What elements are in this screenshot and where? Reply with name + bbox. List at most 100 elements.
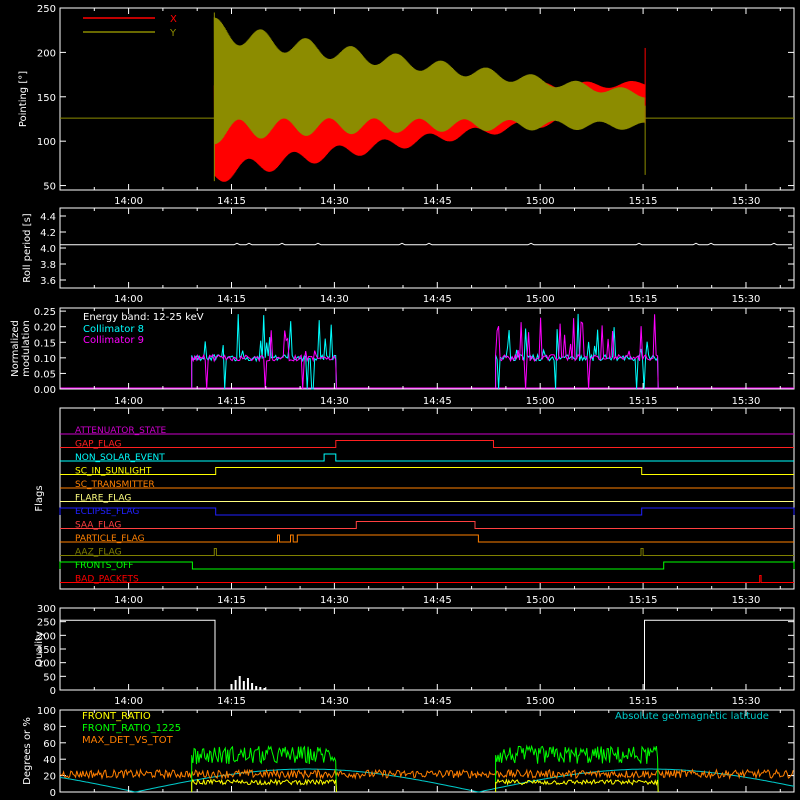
quality-x-tick-label: 15:15 [629, 696, 658, 707]
y-tick-label: 20 [43, 772, 56, 783]
flag-label-attenuator-state: ATTENUATOR_STATE [75, 426, 167, 436]
roll-period-y-axis-label: Roll period [s] [22, 213, 33, 282]
pointing-x-tick-label: 14:45 [423, 196, 452, 207]
ratios-y-axis-label: Degrees or % [22, 717, 33, 785]
collimator9-trace [495, 314, 659, 390]
y-tick-label: 80 [43, 722, 56, 733]
modulation-y-axis-label-line2: modulation [21, 320, 32, 377]
ratios-frame [59, 709, 795, 793]
geomag-latitude-trace [59, 768, 795, 793]
flag-label-particle-flag: PARTICLE_FLAG [75, 534, 145, 544]
y-tick-label: 0.15 [34, 338, 56, 349]
flag-label-sc-in-sunlight: SC_IN_SUNLIGHT [75, 467, 152, 477]
quality-panel: 0 50 100 150 200 250 300 Quality 14:00 14:15 14:30… [34, 604, 795, 707]
energy-band-annotation: Energy band: 12-25 keV [83, 312, 204, 323]
y-tick-label: 0.10 [34, 354, 56, 365]
roll-period-x-tick-label: 15:30 [732, 294, 761, 305]
modulation-frame [59, 307, 795, 390]
y-tick-label: 200 [37, 48, 56, 59]
roll-period-trace [60, 242, 792, 246]
collimator9-trace [191, 330, 337, 390]
y-tick-label: 0.00 [34, 385, 56, 396]
collimator8-trace [191, 314, 337, 390]
flag-label-aaz-flag: AAZ_FLAG [75, 548, 122, 558]
quality-x-tick-label: 15:00 [526, 696, 555, 707]
flags-x-tick-label: 15:30 [732, 595, 761, 606]
roll-period-frame [59, 207, 795, 289]
y-tick-label: 0 [50, 686, 56, 697]
y-tick-label: 0 [50, 788, 56, 799]
y-tick-label: 150 [37, 93, 56, 104]
modulation-x-tick-label: 14:30 [320, 396, 349, 407]
front-ratio-trace [495, 778, 659, 793]
flags-y-axis-label: Flags [34, 485, 45, 511]
flags-frame [59, 407, 795, 590]
roll-period-panel: 3.6 3.8 4.0 4.2 4.4 Roll period [s] 14:00 14:15… [22, 207, 795, 305]
roll-period-x-tick-label: 14:45 [423, 294, 452, 305]
flag-trace-eclipse-flag [59, 507, 795, 516]
quality-x-tick-label: 15:30 [732, 696, 761, 707]
y-tick-label: 4.2 [40, 228, 56, 239]
front-ratio-1225-trace [191, 745, 337, 793]
modulation-x-tick-label: 15:15 [629, 396, 658, 407]
quality-x-tick-label: 14:15 [217, 696, 246, 707]
flag-label-flare-flag: FLARE_FLAG [75, 494, 131, 504]
y-tick-label: 0.25 [34, 307, 56, 318]
modulation-x-tick-label: 15:00 [526, 396, 555, 407]
y-tick-label: 60 [43, 739, 56, 750]
y-tick-label: 100 [37, 137, 56, 148]
front-ratio-trace [191, 778, 337, 793]
front-ratio-1225-trace [495, 744, 659, 793]
y-tick-label: 250 [37, 618, 56, 629]
y-tick-label: 100 [37, 706, 56, 717]
y-tick-label: 50 [43, 182, 56, 193]
modulation-x-tick-label: 14:00 [114, 396, 143, 407]
flag-label-saa-flag: SAA_FLAG [75, 521, 121, 531]
flags-x-tick-label: 15:00 [526, 595, 555, 606]
flag-label-sc-transmitter: SC_TRANSMITTER [75, 480, 155, 490]
quality-trace [60, 619, 794, 691]
ratios-panel: 0 20 40 60 80 100 Degrees or % FRONT_RATIOFRONT… [22, 706, 795, 799]
quality-x-tick-label: 14:00 [114, 696, 143, 707]
modulation-y-axis-label-line1: Normalized [10, 320, 21, 377]
flag-trace-saa-flag [60, 521, 794, 529]
flags-x-tick-label: 14:45 [423, 595, 452, 606]
y-tick-label: 250 [37, 4, 56, 15]
quality-x-tick-label: 14:45 [423, 696, 452, 707]
max-det-vs-tot-trace [59, 768, 794, 781]
flag-label-bad-packets: BAD_PACKETS [75, 575, 139, 585]
flags-x-tick-label: 14:30 [320, 595, 349, 606]
flag-label-fronts-off: FRONTS_OFF [75, 561, 133, 571]
pointing-y-axis-label: Pointing [°] [18, 71, 29, 127]
roll-period-x-tick-label: 14:30 [320, 294, 349, 305]
legend-x-label: X [170, 14, 177, 25]
y-tick-label: 0.05 [34, 369, 56, 380]
flags-x-tick-label: 15:15 [629, 595, 658, 606]
y-tick-label: 4.4 [40, 212, 56, 223]
roll-period-x-tick-label: 14:00 [114, 294, 143, 305]
legend-front-ratio: FRONT_RATIO [82, 711, 151, 722]
modulation-x-tick-label: 15:30 [732, 396, 761, 407]
flags-x-tick-label: 14:00 [114, 595, 143, 606]
flag-trace-gap-flag [60, 440, 794, 448]
y-tick-label: 0.20 [34, 323, 56, 334]
y-tick-label: 4.0 [40, 244, 56, 255]
legend-front-ratio-1225: FRONT_RATIO_1225 [82, 723, 181, 734]
modulation-x-tick-label: 14:45 [423, 396, 452, 407]
pointing-panel: 50 100 150 200 250 Pointing [°] 14:00 14:15 14:3… [18, 4, 795, 207]
pointing-x-tick-label: 15:15 [629, 196, 658, 207]
geomag-annotation: Absolute geomagnetic latitude [615, 711, 769, 722]
legend-collimator-9: Collimator 9 [83, 335, 144, 346]
flags-x-tick-label: 14:15 [217, 595, 246, 606]
flag-trace-bad-packets [60, 575, 794, 583]
modulation-panel: 0.00 0.05 0.10 0.15 0.20 0.25 Normalized modula… [10, 307, 795, 407]
flag-trace-non-solar-event [60, 453, 794, 462]
flag-trace-sc-in-sunlight [60, 467, 794, 475]
y-tick-label: 100 [37, 659, 56, 670]
y-tick-label: 40 [43, 755, 56, 766]
pointing-x-tick-label: 15:00 [526, 196, 555, 207]
roll-period-x-tick-label: 15:15 [629, 294, 658, 305]
flag-label-gap-flag: GAP_FLAG [75, 440, 121, 450]
legend-collimator-8: Collimator 8 [83, 324, 144, 335]
